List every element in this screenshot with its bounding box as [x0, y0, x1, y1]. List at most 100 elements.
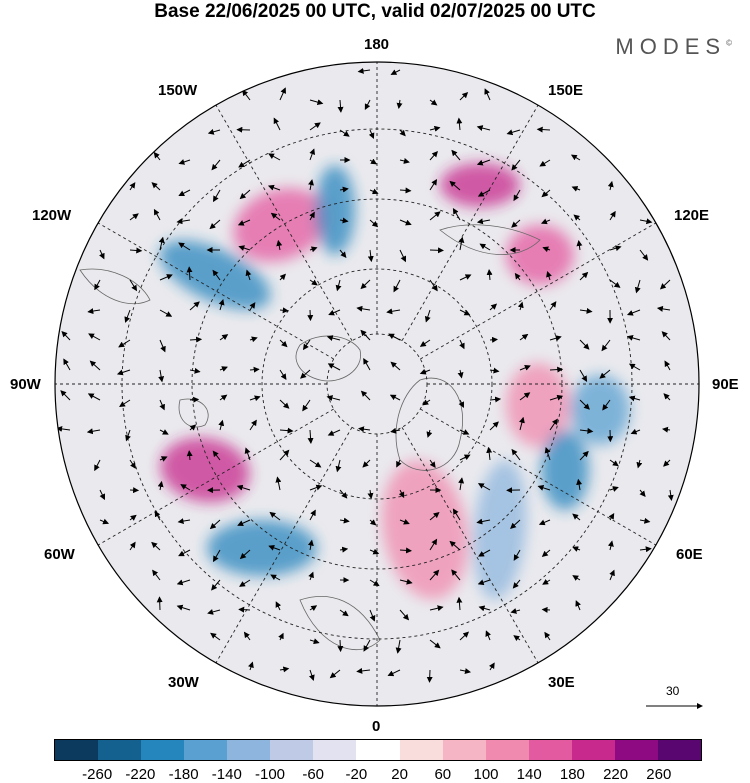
wind-arrow	[212, 549, 221, 563]
wind-arrow	[279, 87, 286, 101]
wind-arrow	[268, 153, 281, 161]
wind-arrow	[154, 510, 161, 521]
wind-arrow	[511, 219, 521, 228]
wind-arrow	[339, 249, 347, 258]
wind-arrow	[60, 390, 71, 401]
colorbar-tick-label: -260	[82, 766, 113, 783]
wind-arrow	[429, 247, 444, 254]
lon-label-120e: 120E	[674, 207, 710, 224]
wind-arrow	[458, 399, 464, 408]
colorbar-segment	[356, 740, 400, 760]
wind-arrow	[429, 99, 438, 106]
wind-arrow	[151, 541, 161, 551]
wind-arrow	[309, 246, 318, 253]
wind-arrow	[249, 395, 261, 402]
wind-arrow	[276, 239, 283, 251]
colorbar-segment	[399, 740, 443, 760]
wind-arrow	[279, 449, 290, 461]
wind-arrow	[157, 480, 164, 491]
wind-arrow	[477, 483, 491, 491]
wind-arrow	[429, 211, 441, 221]
wind-arrow	[429, 279, 438, 292]
colorbar-segment	[313, 740, 357, 760]
wind-arrow	[339, 609, 349, 617]
wind-arrow	[489, 303, 498, 311]
wind-arrow	[478, 605, 491, 612]
wind-arrow	[242, 89, 251, 101]
colorbar-tick-label: 20	[391, 766, 408, 783]
wind-arrow	[209, 219, 221, 230]
wind-arrow	[177, 518, 191, 525]
wind-arrow	[549, 335, 562, 342]
wind-arrow	[189, 336, 203, 343]
wind-arrow	[369, 548, 380, 555]
wind-vectors	[56, 67, 674, 683]
wind-arrow	[268, 544, 281, 551]
colorbar-segment	[528, 740, 572, 760]
wind-arrow	[249, 419, 257, 431]
wind-arrow	[129, 213, 139, 221]
wind-arrow	[156, 596, 163, 611]
wind-arrow	[570, 154, 581, 161]
wind-arrow	[360, 390, 371, 401]
lon-label-180: 180	[364, 36, 390, 53]
wind-arrow	[328, 309, 341, 316]
wind-arrow	[639, 546, 652, 553]
wind-arrow	[536, 126, 551, 133]
wind-arrow	[88, 333, 101, 341]
colorbar-tick-label: 220	[603, 766, 629, 783]
wind-arrow	[541, 189, 551, 198]
wind-arrow	[219, 334, 229, 341]
wind-arrow	[238, 245, 251, 251]
wind-arrow	[368, 129, 375, 140]
wind-arrow	[458, 477, 465, 491]
wind-arrow	[339, 186, 349, 193]
wind-arrow	[367, 489, 374, 500]
wind-arrow	[576, 240, 583, 251]
wind-arrow	[573, 214, 581, 221]
lon-label-150w: 150W	[158, 82, 198, 99]
wind-arrow	[56, 425, 71, 432]
colorbar-segment	[270, 740, 314, 760]
wind-arrow	[158, 236, 165, 251]
wind-arrow	[275, 476, 282, 491]
wind-arrow	[308, 669, 315, 681]
colorbar-tick-label: -60	[302, 766, 325, 783]
wind-arrow	[357, 67, 371, 74]
map-border	[54, 61, 700, 707]
wind-arrow	[61, 330, 71, 341]
wind-arrow	[549, 366, 564, 373]
wind-arrow	[399, 609, 410, 621]
lon-label-90e: 90E	[712, 376, 739, 393]
wind-arrow	[449, 180, 461, 191]
wind-arrow	[249, 302, 256, 311]
reference-vector-label: 30	[666, 684, 680, 698]
wind-arrow	[178, 189, 191, 197]
wind-arrow	[178, 549, 191, 557]
wind-arrow	[544, 631, 551, 641]
wind-arrow	[308, 179, 314, 191]
brand-text: MODES	[615, 34, 727, 59]
wind-arrow	[476, 218, 491, 225]
wind-arrow	[399, 249, 407, 263]
wind-arrow	[245, 269, 252, 281]
wind-arrow	[309, 509, 316, 521]
wind-arrow	[579, 427, 594, 434]
wind-arrow	[339, 129, 350, 137]
wind-arrow	[159, 339, 166, 353]
wind-arrow	[339, 546, 349, 553]
wind-arrow	[186, 266, 193, 281]
wind-arrow	[489, 336, 498, 343]
lon-label-90w: 90W	[10, 376, 41, 393]
wind-arrow	[429, 459, 436, 469]
wind-arrow	[119, 399, 131, 408]
wind-arrow	[159, 274, 173, 281]
wind-arrow	[395, 639, 402, 654]
wind-arrow	[248, 661, 254, 671]
wind-arrow	[393, 279, 401, 293]
wind-arrow	[511, 159, 521, 171]
wind-arrow	[512, 579, 521, 589]
wind-arrow	[549, 301, 557, 311]
wind-arrow	[388, 333, 401, 341]
wind-arrow	[479, 243, 491, 251]
